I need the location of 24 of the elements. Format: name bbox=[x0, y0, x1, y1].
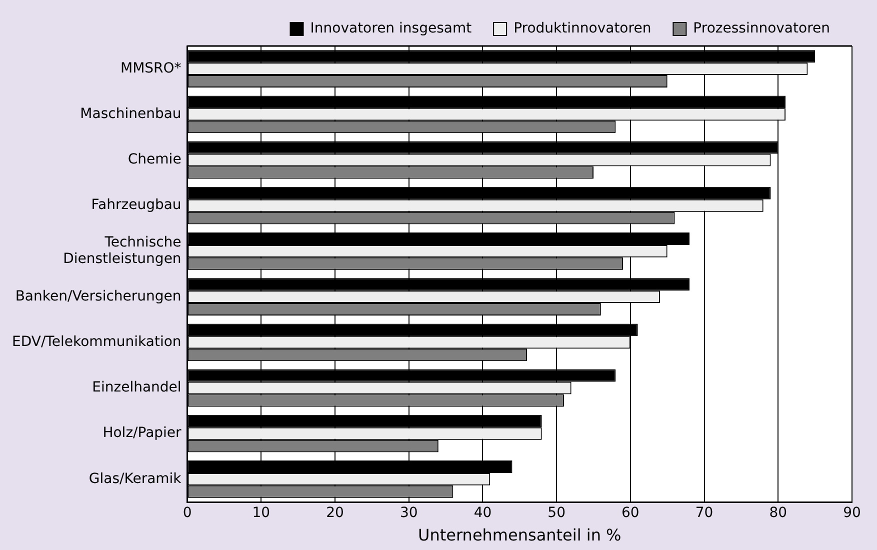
y-tick-label: Technische Dienstleistungen bbox=[63, 234, 182, 268]
x-tick-label: 80 bbox=[769, 505, 788, 522]
y-tick-label: Glas/Keramik bbox=[88, 470, 182, 487]
x-axis-title: Unternehmensanteil in % bbox=[418, 526, 622, 545]
x-tick-label: 90 bbox=[843, 505, 861, 522]
y-tick-label: Fahrzeugbau bbox=[91, 197, 182, 214]
y-tick-label: Maschinenbau bbox=[80, 106, 182, 122]
y-tick-label: Banken/Versicherungen bbox=[15, 288, 182, 304]
x-tick-label: 40 bbox=[474, 505, 492, 522]
legend-label: Innovatoren insgesamt bbox=[310, 20, 472, 37]
x-tick-label: 70 bbox=[695, 505, 714, 522]
y-tick-label: Holz/Papier bbox=[102, 425, 182, 442]
x-tick-label: 10 bbox=[252, 505, 270, 522]
x-tick-label: 0 bbox=[182, 505, 192, 522]
x-tick-label: 20 bbox=[326, 505, 344, 522]
y-tick-label: EDV/Telekommunikation bbox=[12, 334, 182, 350]
y-tick-label: Einzelhandel bbox=[92, 380, 182, 396]
x-tick-label: 60 bbox=[622, 505, 640, 522]
x-tick-label: 30 bbox=[400, 505, 418, 522]
legend-label: Produktinnovatoren bbox=[514, 20, 652, 37]
y-tick-label: MMSRO* bbox=[120, 60, 182, 76]
legend-label: Prozessinnovatoren bbox=[693, 20, 830, 37]
y-tick-label: Chemie bbox=[128, 152, 182, 168]
x-tick-label: 50 bbox=[548, 505, 566, 522]
